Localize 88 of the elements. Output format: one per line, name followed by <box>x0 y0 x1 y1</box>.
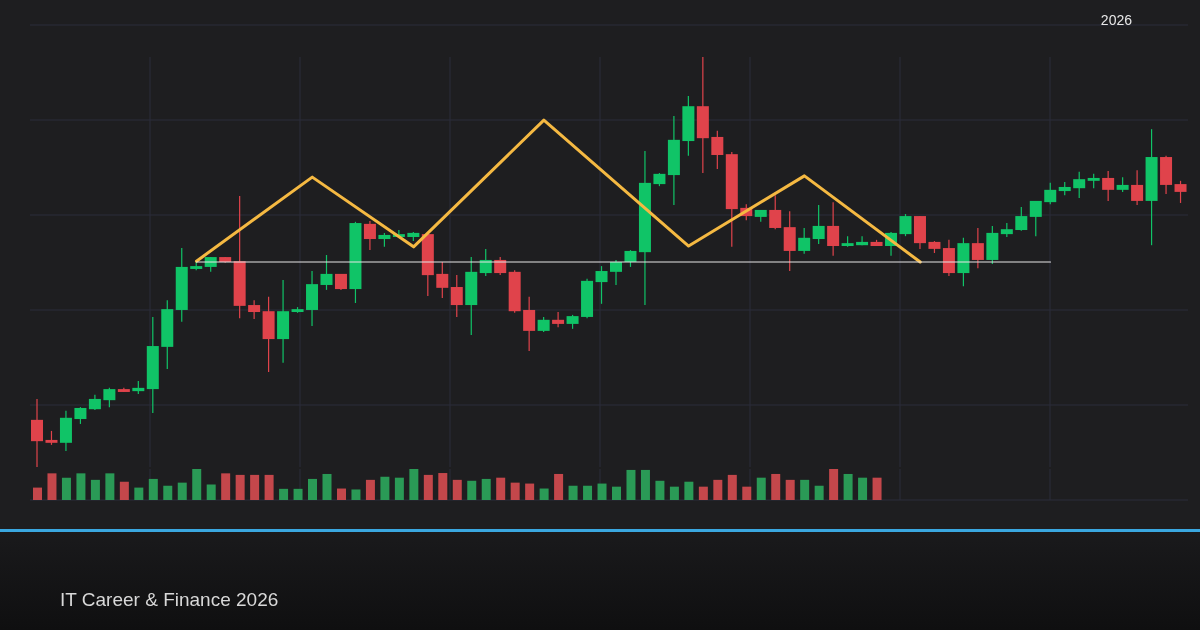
bar <box>771 473 781 500</box>
bar <box>394 477 404 500</box>
bar <box>206 484 216 500</box>
candlestick <box>1029 200 1042 237</box>
candlestick <box>31 398 43 467</box>
bar <box>583 485 593 500</box>
text: 2026 <box>1100 12 1132 28</box>
bar <box>423 474 433 500</box>
bar <box>756 477 766 500</box>
bar <box>496 477 506 500</box>
candlestick <box>1174 180 1187 204</box>
candlestick <box>1015 206 1028 232</box>
bar <box>829 469 839 500</box>
bar <box>843 473 853 500</box>
candlestick <box>363 220 376 251</box>
bar <box>119 481 129 500</box>
bar <box>785 479 795 500</box>
candlestick <box>610 259 622 286</box>
bar <box>597 483 607 500</box>
candlestick <box>595 265 608 305</box>
candlestick <box>450 274 463 318</box>
bar <box>655 480 665 500</box>
bar <box>800 479 810 500</box>
bar <box>351 489 361 500</box>
candlestick <box>1131 169 1144 206</box>
bar <box>554 473 564 500</box>
candlestick <box>1073 171 1086 199</box>
bar <box>293 488 303 500</box>
candlestick <box>769 194 782 230</box>
candlestick <box>436 261 449 299</box>
bar <box>539 488 549 500</box>
bar <box>192 469 202 500</box>
bar <box>669 486 679 500</box>
bar <box>626 469 636 500</box>
candlestick <box>812 204 825 245</box>
bar <box>177 482 187 500</box>
bar <box>279 488 289 500</box>
bar <box>438 473 448 500</box>
bar <box>568 485 578 500</box>
bar <box>858 477 868 500</box>
candlestick <box>103 387 116 408</box>
bar <box>872 477 882 500</box>
candlestick <box>1044 182 1057 205</box>
candlestick <box>856 235 869 246</box>
bar <box>163 485 173 500</box>
bar <box>452 479 462 500</box>
bar <box>235 474 245 500</box>
bar <box>134 487 144 500</box>
bar <box>61 477 71 500</box>
candlestick <box>827 201 840 257</box>
bar <box>148 478 158 500</box>
bar <box>221 473 231 500</box>
bar <box>76 473 86 500</box>
bar <box>322 473 332 500</box>
bar <box>510 482 520 500</box>
candlestick <box>899 213 912 237</box>
bar <box>33 487 42 500</box>
bar <box>713 479 723 500</box>
candlestick <box>1102 170 1115 202</box>
bar <box>525 483 535 500</box>
bar <box>409 469 419 500</box>
candlestick <box>798 227 811 255</box>
bar <box>264 474 274 500</box>
bar <box>640 469 650 500</box>
candlestick <box>248 299 261 320</box>
candlestick <box>320 254 333 291</box>
bar <box>481 478 491 500</box>
candlestick <box>711 130 724 170</box>
bar <box>742 486 752 500</box>
bar <box>467 480 477 500</box>
bar <box>727 474 737 500</box>
bar <box>365 479 375 500</box>
text: IT Career & Finance 2026 <box>60 589 279 611</box>
bar <box>612 486 621 500</box>
bar <box>336 488 346 500</box>
candlestick <box>783 210 796 272</box>
bar <box>380 476 390 500</box>
bar <box>814 485 824 500</box>
bar <box>308 478 318 500</box>
bar <box>105 473 115 500</box>
bar <box>90 479 100 500</box>
bar <box>684 481 694 500</box>
candlestick <box>552 311 565 328</box>
candlestick <box>523 296 536 352</box>
candlestick <box>971 227 984 269</box>
bar <box>698 486 708 500</box>
bar <box>47 473 57 500</box>
bar <box>250 474 260 500</box>
